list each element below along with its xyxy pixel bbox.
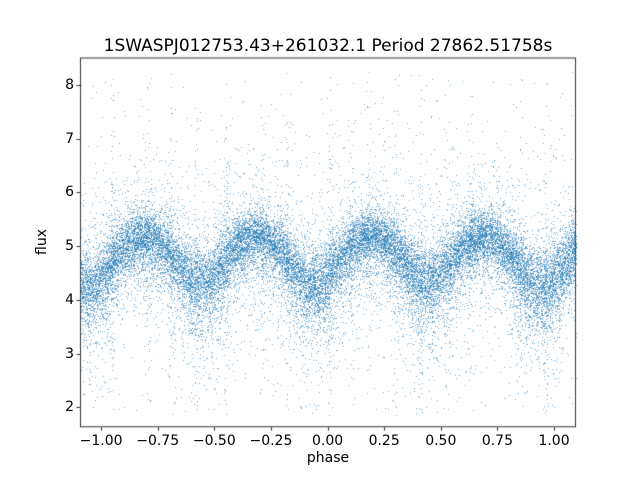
x-tick-label: 0.25 — [368, 433, 400, 449]
x-tick-label: 0.00 — [311, 433, 344, 449]
x-axis-label: phase — [306, 450, 350, 466]
y-tick-label: 2 — [65, 399, 74, 416]
x-tick-label: −0.50 — [192, 433, 236, 449]
y-tick-label: 8 — [65, 76, 74, 93]
x-tick-label: 0.50 — [425, 433, 457, 449]
x-tick-label: −1.00 — [79, 433, 123, 449]
y-tick-label: 7 — [65, 130, 74, 147]
x-tick-label: 1.00 — [538, 433, 570, 449]
x-tick-label: −0.25 — [249, 433, 293, 449]
x-tick-label: 0.75 — [481, 433, 513, 449]
y-tick-label: 5 — [65, 238, 74, 255]
y-tick-label: 3 — [65, 345, 74, 362]
x-tick-label: −0.75 — [136, 433, 180, 449]
y-tick-label: 6 — [65, 184, 74, 201]
y-tick-label: 4 — [65, 291, 74, 308]
chart-title: 1SWASPJ012753.43+261032.1 Period 27862.5… — [103, 36, 553, 56]
